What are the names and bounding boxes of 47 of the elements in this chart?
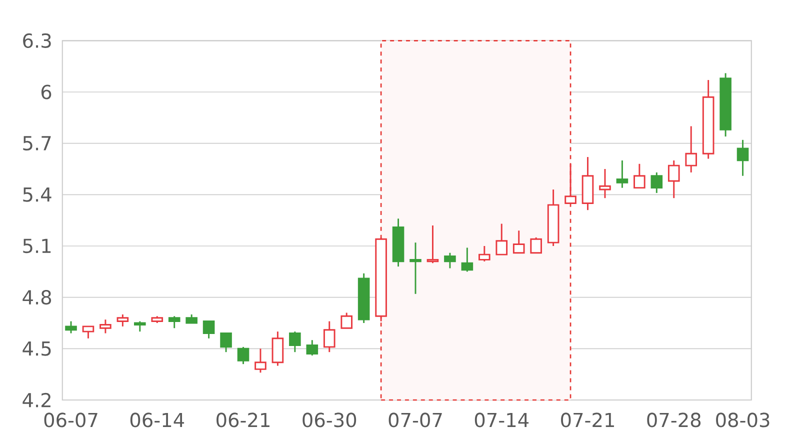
x-tick-label: 08-03 [716,412,770,428]
y-tick-label: 5.7 [23,136,51,150]
candlestick [289,330,301,353]
candlestick [668,160,680,199]
candlestick [530,236,542,254]
candlestick [116,314,129,328]
candlestick [202,320,215,340]
x-tick-label: 07-07 [388,412,442,428]
candlestick [496,223,508,256]
x-tick-label: 06-21 [216,412,270,428]
candlestick [650,172,663,194]
candlestick [512,230,525,254]
x-tick-label: 06-14 [130,412,184,428]
candlestick [616,160,628,189]
candlestick [220,332,232,353]
y-tick-label: 5.1 [23,238,51,254]
y-tick-label: 5.4 [23,188,52,202]
candlestick [410,242,422,295]
candlestick [340,312,352,329]
candlestick [634,163,646,189]
candlestick [736,139,749,177]
x-tick-label: 07-28 [647,412,701,428]
candlestick [168,315,180,329]
candlestick [478,245,490,262]
candlestick [685,125,697,174]
x-tick-label: 07-21 [561,412,614,428]
x-tick-label: 06-30 [302,412,356,428]
candlestick [323,320,336,353]
candlestick [134,320,146,332]
y-tick-label: 6 [41,84,52,100]
candlestick [254,348,266,374]
y-tick-label: 4.8 [22,290,52,305]
y-tick-label: 4.5 [22,342,51,356]
y-tick-label: 4.2 [22,392,50,408]
candlestick [100,318,112,334]
x-tick-label: 07-14 [474,412,529,428]
candlestick [237,346,250,365]
candlestick [461,246,474,272]
y-tick-label: 6.3 [23,33,51,48]
candlestick [599,168,611,199]
candlestick [426,224,439,264]
candlestick [65,320,77,334]
candlestick [272,330,284,367]
candlestick [444,252,456,269]
candlestick [82,326,94,340]
candlestick [306,339,318,356]
x-tick-label: 06-07 [44,412,98,428]
